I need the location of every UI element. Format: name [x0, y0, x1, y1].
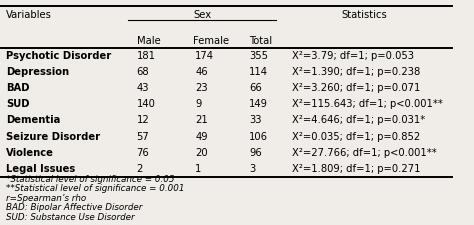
Text: 76: 76 — [137, 148, 149, 158]
Text: Violence: Violence — [6, 148, 54, 158]
Text: 43: 43 — [137, 83, 149, 93]
Text: BAD: Bipolar Affective Disorder: BAD: Bipolar Affective Disorder — [6, 203, 142, 212]
Text: *Statistical level of significance = 0.05: *Statistical level of significance = 0.0… — [6, 175, 174, 184]
Text: r=Spearman’s rho: r=Spearman’s rho — [6, 194, 86, 202]
Text: 114: 114 — [249, 67, 268, 77]
Text: Female: Female — [193, 36, 229, 46]
Text: BAD: BAD — [6, 83, 29, 93]
Text: Legal Issues: Legal Issues — [6, 164, 75, 174]
Text: X²=3.79; df=1; p=0.053: X²=3.79; df=1; p=0.053 — [292, 51, 414, 61]
Text: 33: 33 — [249, 115, 262, 126]
Text: X²=0.035; df=1; p=0.852: X²=0.035; df=1; p=0.852 — [292, 132, 420, 142]
Text: 12: 12 — [137, 115, 149, 126]
Text: Dementia: Dementia — [6, 115, 60, 126]
Text: 181: 181 — [137, 51, 155, 61]
Text: 2: 2 — [137, 164, 143, 174]
Text: X²=27.766; df=1; p<0.001**: X²=27.766; df=1; p<0.001** — [292, 148, 437, 158]
Text: 3: 3 — [249, 164, 255, 174]
Text: 9: 9 — [195, 99, 201, 109]
Text: 1: 1 — [195, 164, 201, 174]
Text: 49: 49 — [195, 132, 208, 142]
Text: 355: 355 — [249, 51, 268, 61]
Text: X²=115.643; df=1; p<0.001**: X²=115.643; df=1; p<0.001** — [292, 99, 443, 109]
Text: 21: 21 — [195, 115, 208, 126]
Text: 96: 96 — [249, 148, 262, 158]
Text: 20: 20 — [195, 148, 208, 158]
Text: 57: 57 — [137, 132, 149, 142]
Text: X²=3.260; df=1; p=0.071: X²=3.260; df=1; p=0.071 — [292, 83, 420, 93]
Text: SUD: Substance Use Disorder: SUD: Substance Use Disorder — [6, 213, 135, 222]
Text: 149: 149 — [249, 99, 268, 109]
Text: X²=4.646; df=1; p=0.031*: X²=4.646; df=1; p=0.031* — [292, 115, 425, 126]
Text: 66: 66 — [249, 83, 262, 93]
Text: 23: 23 — [195, 83, 208, 93]
Text: 68: 68 — [137, 67, 149, 77]
Text: X²=1.390; df=1; p=0.238: X²=1.390; df=1; p=0.238 — [292, 67, 420, 77]
Text: 46: 46 — [195, 67, 208, 77]
Text: X²=1.809; df=1; p=0.271: X²=1.809; df=1; p=0.271 — [292, 164, 420, 174]
Text: 174: 174 — [195, 51, 214, 61]
Text: SUD: SUD — [6, 99, 29, 109]
Text: Variables: Variables — [6, 10, 52, 20]
Text: Male: Male — [137, 36, 160, 46]
Text: 140: 140 — [137, 99, 155, 109]
Text: Depression: Depression — [6, 67, 69, 77]
Text: Psychotic Disorder: Psychotic Disorder — [6, 51, 111, 61]
Text: Statistics: Statistics — [341, 10, 387, 20]
Text: Sex: Sex — [193, 10, 211, 20]
Text: **Statistical level of significance = 0.001: **Statistical level of significance = 0.… — [6, 184, 184, 193]
Text: Seizure Disorder: Seizure Disorder — [6, 132, 100, 142]
Text: Total: Total — [249, 36, 273, 46]
Text: 106: 106 — [249, 132, 268, 142]
